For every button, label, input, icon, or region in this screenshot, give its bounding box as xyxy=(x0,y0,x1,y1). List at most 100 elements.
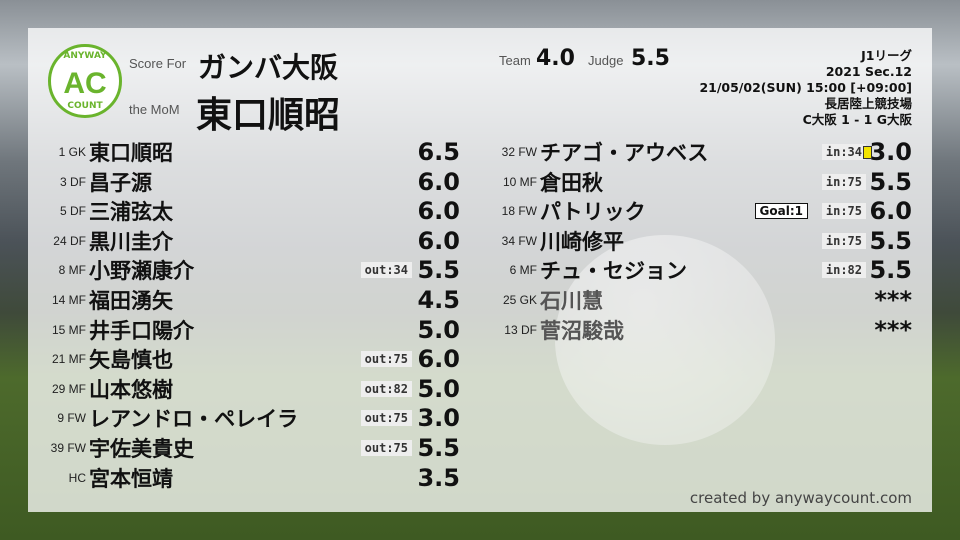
player-name: 菅沼駿哉 xyxy=(540,318,624,343)
player-number: 10 xyxy=(502,174,517,189)
player-name: 井手口陽介 xyxy=(89,318,194,343)
match-info: J1リーグ 2021 Sec.12 21/05/02(SUN) 15:00 [+… xyxy=(699,48,912,128)
player-row: 10 MF 倉田秋 5.5 in:75 xyxy=(490,168,912,196)
player-score: 3.0 xyxy=(417,404,460,433)
player-row: 21 MF 矢島慎也 6.0 out:75 xyxy=(40,345,460,373)
judge-score-label: Judge xyxy=(588,53,624,68)
player-score: 6.0 xyxy=(417,226,460,255)
player-name: チアゴ・アウベス xyxy=(540,141,709,165)
player-row: 8 MF 小野瀬康介 5.5 out:34 xyxy=(40,256,460,284)
player-number: 15 xyxy=(51,322,66,337)
player-row: 5 DF 三浦弦太 6.0 xyxy=(40,197,460,225)
player-number: 18 xyxy=(501,204,515,219)
player-position: MF xyxy=(68,322,86,337)
player-number: 21 xyxy=(51,352,66,367)
player-number-position: 3 DF xyxy=(60,175,86,189)
player-number: 32 xyxy=(501,145,515,159)
player-position: MF xyxy=(68,381,86,396)
player-number: 14 xyxy=(51,293,66,307)
player-score: 5.5 xyxy=(869,256,912,285)
player-score: 6.0 xyxy=(417,345,460,374)
player-row: 3 DF 昌子源 6.0 xyxy=(40,168,460,196)
player-position: HC xyxy=(68,470,86,485)
player-number: 3 xyxy=(59,174,67,189)
player-number-position: 21 MF xyxy=(52,352,86,366)
player-number-position: 15 MF xyxy=(52,323,86,337)
match-result: C大阪 1 - 1 G大阪 xyxy=(802,112,912,127)
player-row: 39 FW 宇佐美貴史 5.5 out:75 xyxy=(40,434,460,462)
player-score: 3.0 xyxy=(869,138,912,166)
player-number-position: 6 MF xyxy=(510,263,537,277)
player-name: 黒川圭介 xyxy=(89,229,173,254)
player-number-position: 32 FW xyxy=(502,145,537,159)
player-number-position: 5 DF xyxy=(60,204,86,218)
player-position: MF xyxy=(68,352,86,367)
substitution-badge: in:82 xyxy=(821,262,866,279)
player-name: 宇佐美貴史 xyxy=(89,437,194,461)
player-position: FW xyxy=(67,411,86,426)
player-number: 6 xyxy=(509,263,517,278)
player-row: 1 GK 東口順昭 6.5 xyxy=(40,138,460,166)
player-position: MF xyxy=(519,174,537,189)
player-position: FW xyxy=(518,233,537,248)
player-row: HC 宮本恒靖 3.5 xyxy=(40,464,460,492)
player-position: MF xyxy=(68,263,86,278)
player-score: 4.5 xyxy=(417,286,460,314)
league: J1リーグ xyxy=(861,48,912,63)
player-number-position: 24 DF xyxy=(53,234,86,248)
player-number-position: 1 GK xyxy=(59,145,86,159)
player-position: DF xyxy=(70,233,86,248)
player-number-position: 34 FW xyxy=(502,234,537,248)
team-name: ガンバ大阪 xyxy=(198,51,339,84)
player-name: 昌子源 xyxy=(89,170,152,195)
player-score: 5.0 xyxy=(417,315,460,344)
player-score: 5.5 xyxy=(869,226,912,255)
player-number-position: 13 DF xyxy=(504,323,537,337)
player-name: パトリック xyxy=(540,200,646,225)
player-position: MF xyxy=(519,263,537,278)
player-name: チュ・セジョン xyxy=(540,259,687,284)
player-row: 34 FW 川崎修平 5.5 in:75 xyxy=(490,227,912,255)
substitution-badge: out:75 xyxy=(360,410,412,427)
player-score: 5.0 xyxy=(417,374,460,403)
player-row: 15 MF 井手口陽介 5.0 xyxy=(40,316,460,344)
player-name: 川崎修平 xyxy=(540,229,624,254)
player-name: 石川慧 xyxy=(540,289,603,313)
player-position: MF xyxy=(68,293,86,307)
player-number-position: HC xyxy=(69,471,86,485)
player-number-position: 8 MF xyxy=(59,263,86,277)
venue: 長居陸上競技場 xyxy=(824,96,912,111)
player-score: 6.0 xyxy=(869,197,912,226)
player-number: 5 xyxy=(59,204,67,219)
section: 2021 Sec.12 xyxy=(825,64,912,79)
player-score: *** xyxy=(874,315,912,344)
substitution-badge: in:75 xyxy=(821,203,866,220)
player-name: 福田湧矢 xyxy=(89,289,173,313)
player-name: 矢島慎也 xyxy=(89,348,173,373)
player-number-position: 9 FW xyxy=(57,411,86,425)
anywaycount-logo: ANYWAY AC COUNT xyxy=(48,44,122,118)
mom-name: 東口順昭 xyxy=(196,95,341,136)
player-number: 34 xyxy=(501,233,515,248)
player-name: レアンドロ・ペレイラ xyxy=(89,407,299,432)
player-number-position: 29 MF xyxy=(52,382,86,396)
player-name: 倉田秋 xyxy=(540,170,603,195)
yellow-card-icon xyxy=(863,145,872,159)
player-row: 9 FW レアンドロ・ペレイラ 3.0 out:75 xyxy=(40,404,460,432)
score-for-label: Score For xyxy=(129,56,187,71)
substitution-badge: out:75 xyxy=(360,440,412,456)
goal-badge: Goal:1 xyxy=(754,203,808,220)
player-score: 6.0 xyxy=(417,167,460,196)
substitution-badge: out:75 xyxy=(360,351,412,368)
player-score: 5.5 xyxy=(417,434,460,462)
logo-top-text: ANYWAY xyxy=(63,51,107,61)
player-number: 25 xyxy=(502,293,517,307)
player-position: FW xyxy=(518,204,537,219)
player-position: FW xyxy=(67,441,86,455)
player-position: DF xyxy=(70,174,86,189)
player-position: DF xyxy=(521,322,537,337)
substitution-badge: in:75 xyxy=(821,232,866,249)
player-position: DF xyxy=(70,204,86,219)
player-number: 9 xyxy=(57,411,64,426)
player-row: 14 MF 福田湧矢 4.5 xyxy=(40,286,460,314)
